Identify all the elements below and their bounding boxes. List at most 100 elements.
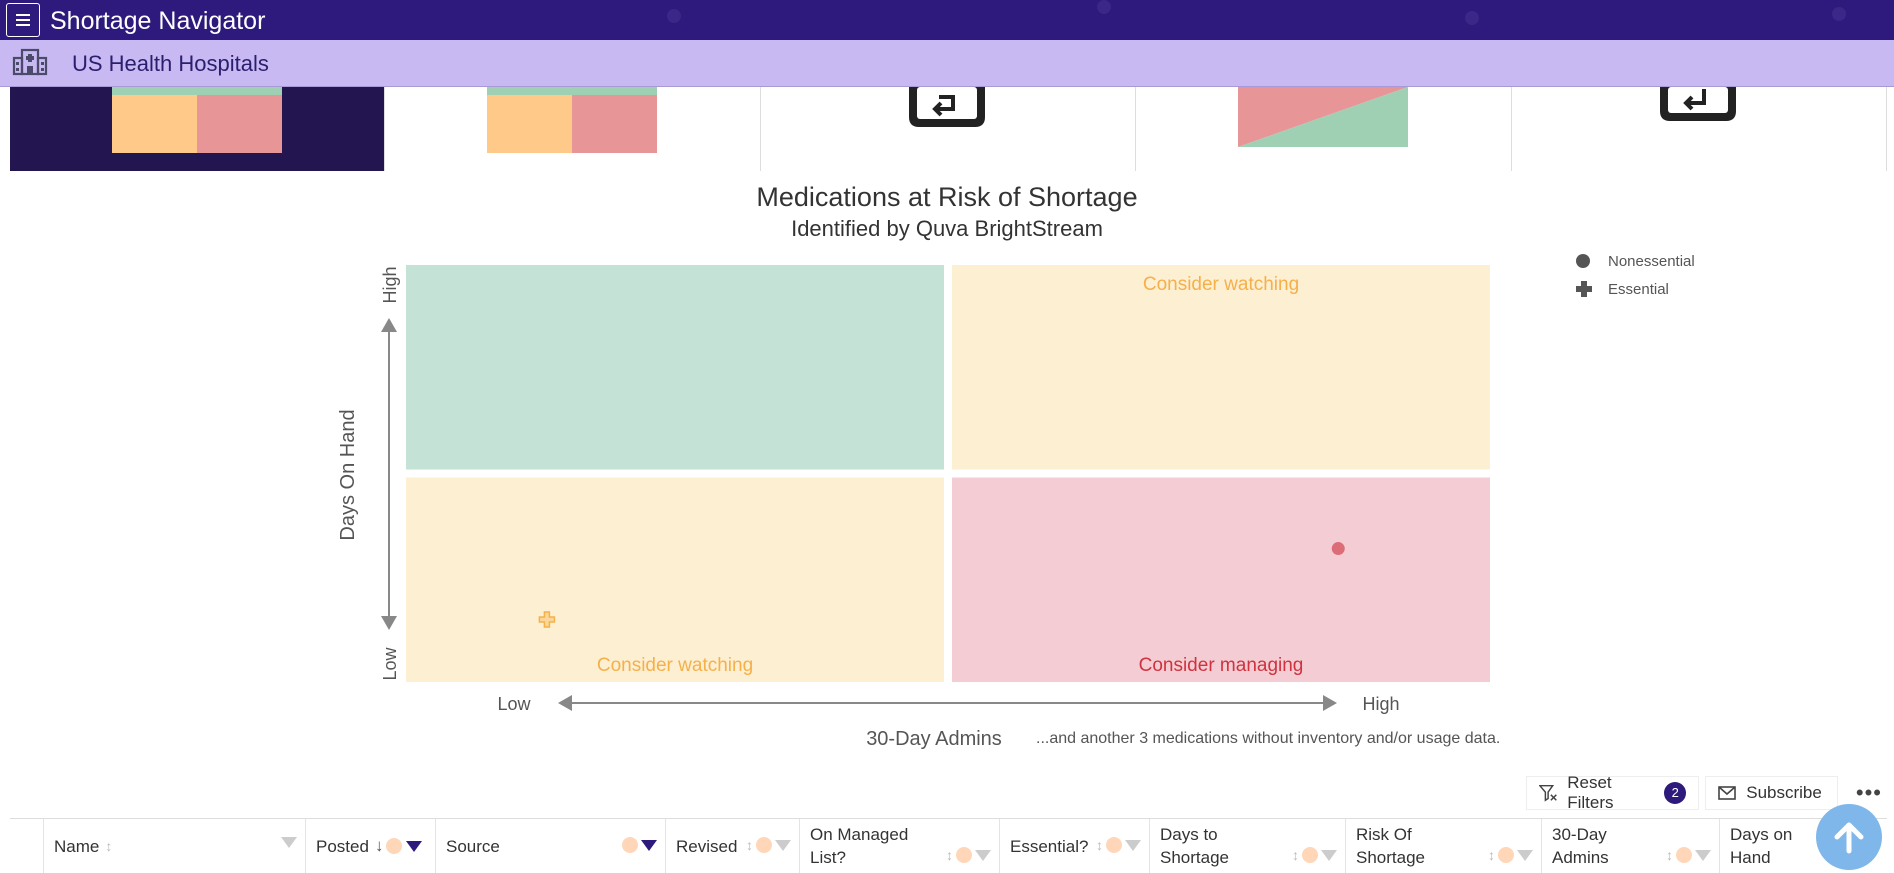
chart-note: ...and another 3 medications without inv… xyxy=(1036,730,1501,747)
info-icon[interactable] xyxy=(956,847,972,863)
subscribe-label: Subscribe xyxy=(1746,783,1822,802)
column-header-risk-of-shortage[interactable]: Risk Of Shortage ↕ xyxy=(1346,819,1542,873)
scroll-to-top-button[interactable] xyxy=(1816,804,1882,870)
sort-desc-icon[interactable]: ↓ xyxy=(374,836,384,855)
column-label: Name xyxy=(54,836,100,856)
plus-icon xyxy=(1576,281,1592,297)
filter-icon[interactable] xyxy=(1517,849,1533,861)
filter-icon[interactable] xyxy=(775,839,791,851)
select-column xyxy=(10,819,44,873)
column-header-name[interactable]: Name ↕ xyxy=(44,819,306,873)
sort-icon[interactable]: ↕ xyxy=(1666,847,1673,863)
info-icon[interactable] xyxy=(756,837,772,853)
filter-icon[interactable] xyxy=(975,849,991,861)
column-header-posted[interactable]: Posted ↓ xyxy=(306,819,436,873)
column-label: Revised xyxy=(676,836,738,856)
sort-icon[interactable]: ↕ xyxy=(1488,847,1495,863)
sort-icon[interactable]: ↕ xyxy=(746,837,753,853)
filter-icon[interactable] xyxy=(1125,839,1141,851)
column-header-essential[interactable]: Essential? ↕ xyxy=(1000,819,1150,873)
summary-tiles xyxy=(10,87,1888,171)
column-header-days-to-shortage[interactable]: Days to Shortage ↕ xyxy=(1150,819,1346,873)
filter-icon[interactable] xyxy=(1695,849,1711,861)
quadrant-top-right xyxy=(952,265,1490,470)
column-label: Posted xyxy=(316,836,369,856)
quadrant-label: Consider watching xyxy=(1143,274,1299,295)
app-bar: Shortage Navigator xyxy=(0,0,1894,40)
chart-legend: Nonessential Essential xyxy=(1576,247,1695,303)
column-header-revised[interactable]: Revised ↕ xyxy=(666,819,800,873)
sort-icon[interactable]: ↕ xyxy=(1096,837,1103,853)
menu-button[interactable] xyxy=(6,3,40,37)
data-point-nonessential xyxy=(1331,542,1345,556)
column-header-30-day-admins[interactable]: 30-Day Admins ↕ xyxy=(1542,819,1720,873)
hospital-icon xyxy=(12,48,48,81)
y-tick-label: Low xyxy=(380,646,400,680)
sort-icon[interactable]: ↕ xyxy=(946,847,953,863)
return-key-icon xyxy=(1659,87,1736,121)
legend-item-essential[interactable]: Essential xyxy=(1576,275,1695,303)
return-key-icon xyxy=(908,87,985,127)
decorative-dot xyxy=(667,9,681,23)
quadrant-top-left xyxy=(406,265,944,470)
column-label: Source xyxy=(446,836,500,856)
quadrant-label: Consider managing xyxy=(1139,655,1304,676)
column-label: 30-Day Admins xyxy=(1552,825,1609,867)
tile-swatch xyxy=(572,95,658,153)
circle-icon xyxy=(1576,254,1590,268)
chart-title: Medications at Risk of Shortage xyxy=(756,182,1138,212)
quadrant-bottom-right xyxy=(952,477,1490,682)
reset-filters-button[interactable]: Reset Filters 2 xyxy=(1526,773,1700,812)
x-axis-title: 30-Day Admins xyxy=(866,728,1002,750)
decorative-dot xyxy=(1832,7,1846,21)
decorative-dot xyxy=(1465,11,1479,25)
filter-icon[interactable] xyxy=(406,840,423,852)
filter-icon[interactable] xyxy=(1321,849,1337,861)
x-tick-label: Low xyxy=(497,694,531,714)
app-title: Shortage Navigator xyxy=(50,7,266,35)
legend-label: Nonessential xyxy=(1608,252,1695,270)
summary-tile[interactable] xyxy=(10,87,386,171)
column-label: On Managed List? xyxy=(810,825,909,867)
hamburger-icon xyxy=(16,14,30,26)
x-tick-label: High xyxy=(1362,694,1399,714)
subscribe-button[interactable]: Subscribe xyxy=(1705,776,1838,810)
info-icon[interactable] xyxy=(386,838,403,854)
more-options-button[interactable]: ••• xyxy=(1843,776,1894,810)
x-axis-arrowhead-left xyxy=(558,695,572,711)
tile-swatch xyxy=(487,87,658,95)
y-axis-arrowhead-down xyxy=(381,616,397,630)
data-point-essential[interactable] xyxy=(538,611,556,628)
column-label: Essential? xyxy=(1010,836,1089,856)
sort-icon[interactable]: ↕ xyxy=(1292,847,1299,863)
y-axis-arrowhead-up xyxy=(381,318,397,332)
decorative-dot xyxy=(1097,0,1111,14)
quadrant-bottom-left xyxy=(406,477,944,682)
tile-chart-icon xyxy=(1238,87,1409,147)
column-header-source[interactable]: Source xyxy=(436,819,666,873)
tile-swatch xyxy=(487,95,573,153)
mail-icon xyxy=(1718,786,1737,800)
legend-label: Essential xyxy=(1608,280,1669,298)
column-header-on-managed-list[interactable]: On Managed List? ↕ xyxy=(800,819,1000,873)
risk-matrix-chart: Consider watching Consider watching Consid… xyxy=(337,265,1490,750)
arrow-up-icon xyxy=(1834,822,1864,854)
info-icon[interactable] xyxy=(1676,847,1692,863)
summary-tile[interactable] xyxy=(760,87,1137,171)
info-icon[interactable] xyxy=(1498,847,1514,863)
filter-icon[interactable] xyxy=(641,839,657,851)
sort-icon[interactable]: ↕ xyxy=(105,838,113,854)
summary-tile[interactable] xyxy=(385,87,761,171)
filter-icon[interactable] xyxy=(281,837,297,848)
info-icon[interactable] xyxy=(1106,837,1122,853)
summary-tile[interactable] xyxy=(1136,87,1512,171)
filter-reset-icon xyxy=(1539,784,1557,802)
summary-tile[interactable] xyxy=(1511,87,1888,171)
column-label: Days on Hand xyxy=(1730,825,1793,867)
org-name: US Health Hospitals xyxy=(72,51,269,76)
legend-item-nonessential[interactable]: Nonessential xyxy=(1576,247,1695,275)
column-label: Days to Shortage xyxy=(1160,825,1229,867)
column-label: Risk Of Shortage xyxy=(1356,825,1425,867)
info-icon[interactable] xyxy=(622,837,638,853)
info-icon[interactable] xyxy=(1302,847,1318,863)
